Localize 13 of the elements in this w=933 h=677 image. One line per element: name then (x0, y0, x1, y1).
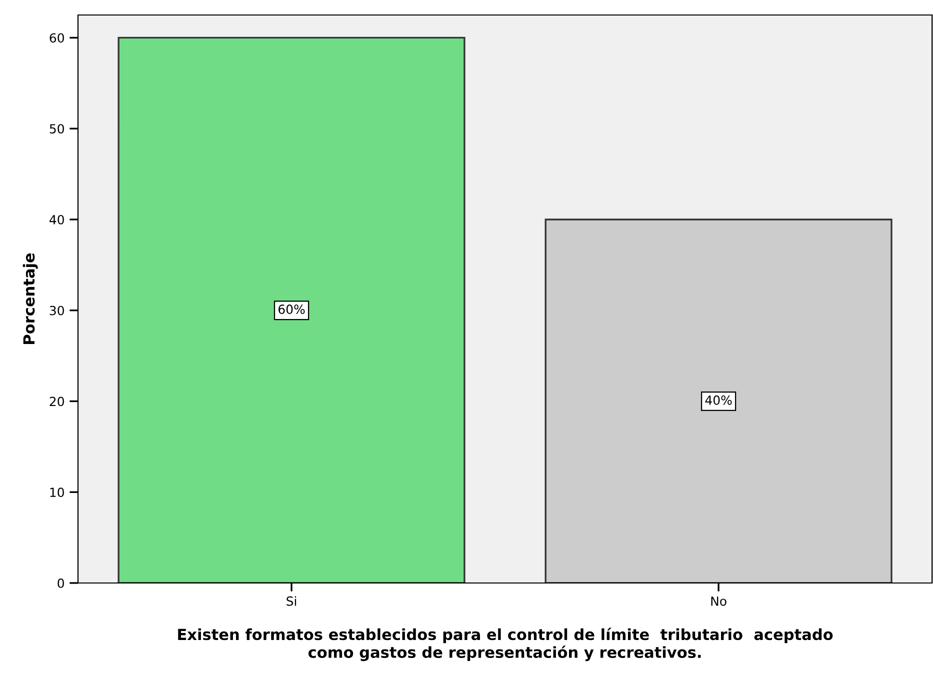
x-axis-title: Existen formatos establecidos para el control de límite tributario aceptado como gastos de representación y recreativos. (178, 628, 833, 662)
y-tick-label: 0 (58, 578, 64, 588)
y-tick-label: 40 (50, 214, 64, 224)
y-tick-label: 60 (50, 33, 64, 43)
data-label: 60% (278, 304, 305, 314)
y-tick-label: 50 (50, 124, 64, 134)
x-tick-label: No (711, 596, 726, 606)
y-tick-label: 10 (50, 488, 64, 498)
x-tick-label: Si (286, 596, 296, 606)
data-label: 40% (705, 395, 732, 405)
y-tick-label: 20 (50, 396, 64, 406)
y-tick-label: 30 (50, 306, 64, 316)
y-axis-title: Porcentaje (22, 253, 38, 344)
